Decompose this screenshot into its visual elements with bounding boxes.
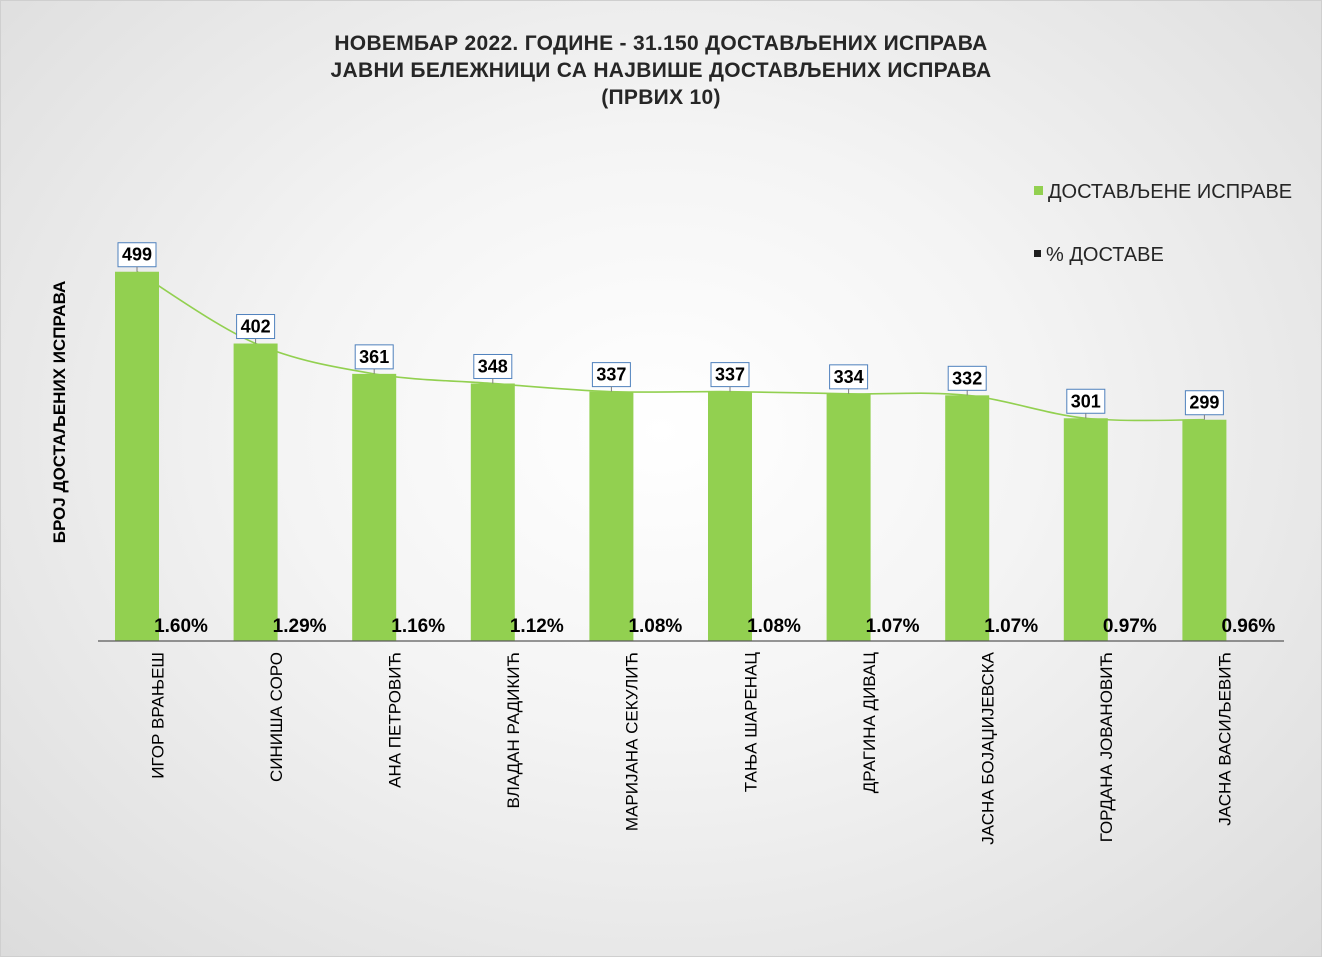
- bar-4: [470, 383, 515, 641]
- legend-label-percent: % ДОСТАВЕ: [1046, 244, 1164, 266]
- legend-swatch-black: [1034, 250, 1041, 258]
- percent-label-3: 1.16%: [391, 616, 445, 637]
- value-label-6: 337: [715, 365, 745, 385]
- percent-label-10: 0.96%: [1221, 616, 1275, 637]
- value-label-7: 334: [834, 367, 864, 387]
- x-tick-label-1: ИГОР ВРАЊЕШ: [148, 652, 167, 779]
- value-label-box-8: [947, 365, 987, 391]
- value-label-box-6: [710, 362, 750, 388]
- value-label-9: 301: [1071, 391, 1101, 411]
- chart-title: НОВЕМБАР 2022. ГОДИНЕ - 31.150 ДОСТАВЉЕН…: [0, 30, 1322, 111]
- bar-8: [945, 395, 990, 641]
- legend-label-delivered: ДОСТАВЉЕНЕ ИСПРАВЕ: [1048, 181, 1293, 203]
- x-tick-label-2: СИНИША СОРО: [267, 652, 286, 782]
- chart-title-line-3: (ПРВИХ 10): [601, 86, 721, 109]
- bar-6: [708, 391, 752, 641]
- value-label-box-10: [1184, 390, 1224, 416]
- chart-title-line-1: НОВЕМБАР 2022. ГОДИНЕ - 31.150 ДОСТАВЉЕН…: [334, 32, 988, 55]
- value-label-1: 499: [122, 245, 152, 265]
- percent-label-4: 1.12%: [510, 616, 564, 637]
- percent-label-5: 1.08%: [628, 616, 682, 637]
- bar-10: [1182, 419, 1227, 641]
- bar-1: [115, 271, 159, 641]
- value-label-5: 337: [596, 365, 626, 385]
- value-label-2: 402: [241, 317, 271, 337]
- x-tick-label-3: АНА ПЕТРОВИЋ: [386, 652, 405, 788]
- bar-5: [589, 391, 634, 641]
- legend-item-percent: % ДОСТАВЕ: [1034, 244, 1164, 267]
- value-label-8: 332: [952, 368, 982, 388]
- value-label-box-3: [354, 344, 394, 370]
- x-tick-label-8: ЈАСНА БОЈАЏИЈЕВСКА: [979, 651, 998, 844]
- chart-title-line-2: ЈАВНИ БЕЛЕЖНИЦИ СА НАЈВИШЕ ДОСТАВЉЕНИХ И…: [330, 59, 992, 82]
- x-tick-label-6: ТАЊА ШАРЕНАЦ: [741, 652, 760, 793]
- percent-label-7: 1.07%: [866, 616, 920, 637]
- bar-2: [233, 343, 278, 641]
- x-tick-label-10: ЈАСНА ВАСИЉЕВИЋ: [1216, 652, 1235, 826]
- percent-label-9: 0.97%: [1103, 616, 1157, 637]
- x-tick-label-4: ВЛАДАН РАДИКИЋ: [504, 652, 523, 809]
- percent-label-8: 1.07%: [984, 616, 1038, 637]
- bar-9: [1063, 418, 1108, 641]
- bar-7: [826, 393, 871, 641]
- legend-swatch-green: [1034, 186, 1043, 196]
- trendline: [136, 271, 1205, 422]
- value-label-4: 348: [478, 356, 508, 376]
- x-tick-label-9: ГОРДАНА ЈОВАНОВИЋ: [1097, 652, 1116, 842]
- x-tick-label-7: ДРАГИНА ДИВАЦ: [860, 652, 879, 794]
- value-label-3: 361: [359, 347, 389, 367]
- legend-item-delivered: ДОСТАВЉЕНЕ ИСПРАВЕ: [1034, 181, 1292, 204]
- percent-label-6: 1.08%: [747, 616, 801, 637]
- bar-3: [352, 373, 397, 641]
- value-label-10: 299: [1189, 393, 1219, 413]
- percent-label-2: 1.29%: [273, 616, 327, 637]
- x-tick-label-5: МАРИЈАНА СЕКУЛИЋ: [623, 652, 642, 831]
- percent-label-1: 1.60%: [154, 616, 208, 637]
